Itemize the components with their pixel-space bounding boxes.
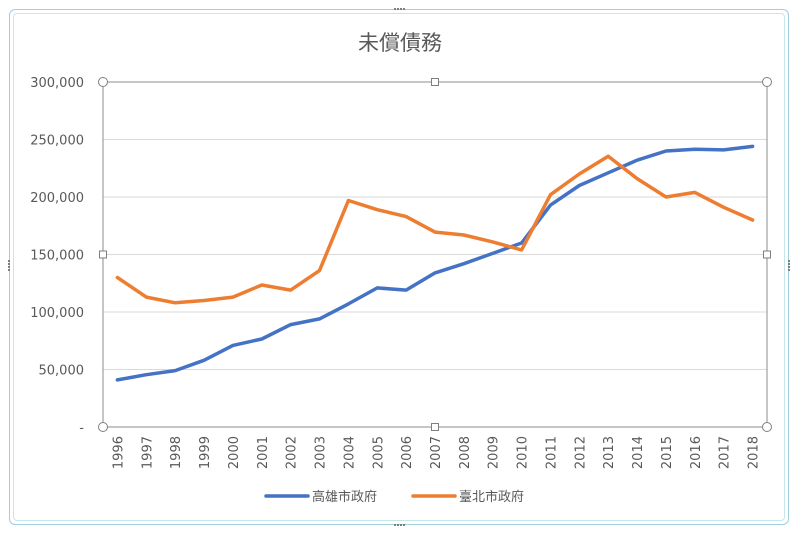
x-tick-label: 2002 xyxy=(285,436,300,469)
x-tick-label: 2016 xyxy=(689,436,704,469)
x-tick-label: 2017 xyxy=(718,436,733,469)
corner-resize-handle[interactable] xyxy=(98,77,108,87)
x-tick-label: 2007 xyxy=(429,436,444,469)
legend-label-2: 臺北市政府 xyxy=(459,489,524,505)
series-lines xyxy=(115,144,755,382)
corner-resize-handle[interactable] xyxy=(98,422,108,432)
resize-dot[interactable] xyxy=(8,266,10,268)
resize-dot[interactable] xyxy=(8,260,10,262)
y-tick-label: 250,000 xyxy=(30,134,84,149)
x-tick-label: 1999 xyxy=(198,436,213,469)
x-tick-label: 2015 xyxy=(660,436,675,469)
resize-dot[interactable] xyxy=(403,8,405,10)
x-tick-label: 2004 xyxy=(342,436,357,469)
resize-dot[interactable] xyxy=(403,524,405,526)
chart-area-border xyxy=(13,13,785,521)
resize-dot[interactable] xyxy=(8,263,10,265)
x-tick-label: 2010 xyxy=(516,436,531,469)
resize-dot[interactable] xyxy=(788,266,790,268)
resize-dot[interactable] xyxy=(397,524,399,526)
y-tick-label: 150,000 xyxy=(30,249,84,264)
y-axis-ticks: - 50,000 100,000 150,000 200,000 250,000 300,0… xyxy=(30,76,84,436)
corner-resize-handle[interactable] xyxy=(762,422,772,432)
chart-title: 未償債務 xyxy=(358,31,442,55)
side-resize-handle[interactable] xyxy=(431,78,439,86)
x-tick-label: 2013 xyxy=(602,436,617,469)
x-tick-label: 2011 xyxy=(544,436,559,469)
x-tick-label: 2001 xyxy=(256,436,271,469)
resize-dot[interactable] xyxy=(397,8,399,10)
legend-label-1: 高雄市政府 xyxy=(312,489,377,505)
x-tick-label: 1997 xyxy=(140,436,155,469)
x-axis-ticks: 1996 1997 1998 1999 2000 2001 2002 2003 2004 2005… xyxy=(111,436,761,469)
resize-dot[interactable] xyxy=(400,524,402,526)
plot-area-selection[interactable] xyxy=(98,77,772,432)
resize-dot[interactable] xyxy=(394,524,396,526)
y-tick-label: - xyxy=(79,421,84,436)
y-tick-label: 200,000 xyxy=(30,191,84,206)
resize-dot[interactable] xyxy=(788,263,790,265)
resize-dot[interactable] xyxy=(788,269,790,271)
x-tick-label: 2008 xyxy=(458,436,473,469)
legend[interactable]: 高雄市政府 臺北市政府 xyxy=(264,489,524,505)
x-tick-label: 1996 xyxy=(111,436,126,469)
y-tick-label: 50,000 xyxy=(39,364,85,379)
x-tick-label: 2006 xyxy=(400,436,415,469)
frame-resize-dots[interactable] xyxy=(8,8,790,526)
resize-dot[interactable] xyxy=(788,260,790,262)
y-tick-label: 300,000 xyxy=(30,76,84,91)
x-tick-label: 2000 xyxy=(227,436,242,469)
y-tick-label: 100,000 xyxy=(30,306,84,321)
x-tick-label: 1998 xyxy=(169,436,184,469)
x-tick-label: 2018 xyxy=(747,436,762,469)
x-tick-label: 2012 xyxy=(573,436,588,469)
x-tick-label: 2009 xyxy=(487,436,502,469)
gridlines xyxy=(103,81,767,428)
x-tick-label: 2005 xyxy=(371,436,386,469)
resize-dot[interactable] xyxy=(394,8,396,10)
side-resize-handle[interactable] xyxy=(763,250,771,259)
x-tick-label: 2014 xyxy=(631,436,646,469)
resize-dot[interactable] xyxy=(8,269,10,271)
corner-resize-handle[interactable] xyxy=(762,77,772,87)
series-line-1 xyxy=(115,144,755,382)
resize-dot[interactable] xyxy=(400,8,402,10)
side-resize-handle[interactable] xyxy=(431,423,439,431)
x-tick-label: 2003 xyxy=(314,436,329,469)
side-resize-handle[interactable] xyxy=(99,250,107,259)
series-line-2 xyxy=(115,154,755,305)
